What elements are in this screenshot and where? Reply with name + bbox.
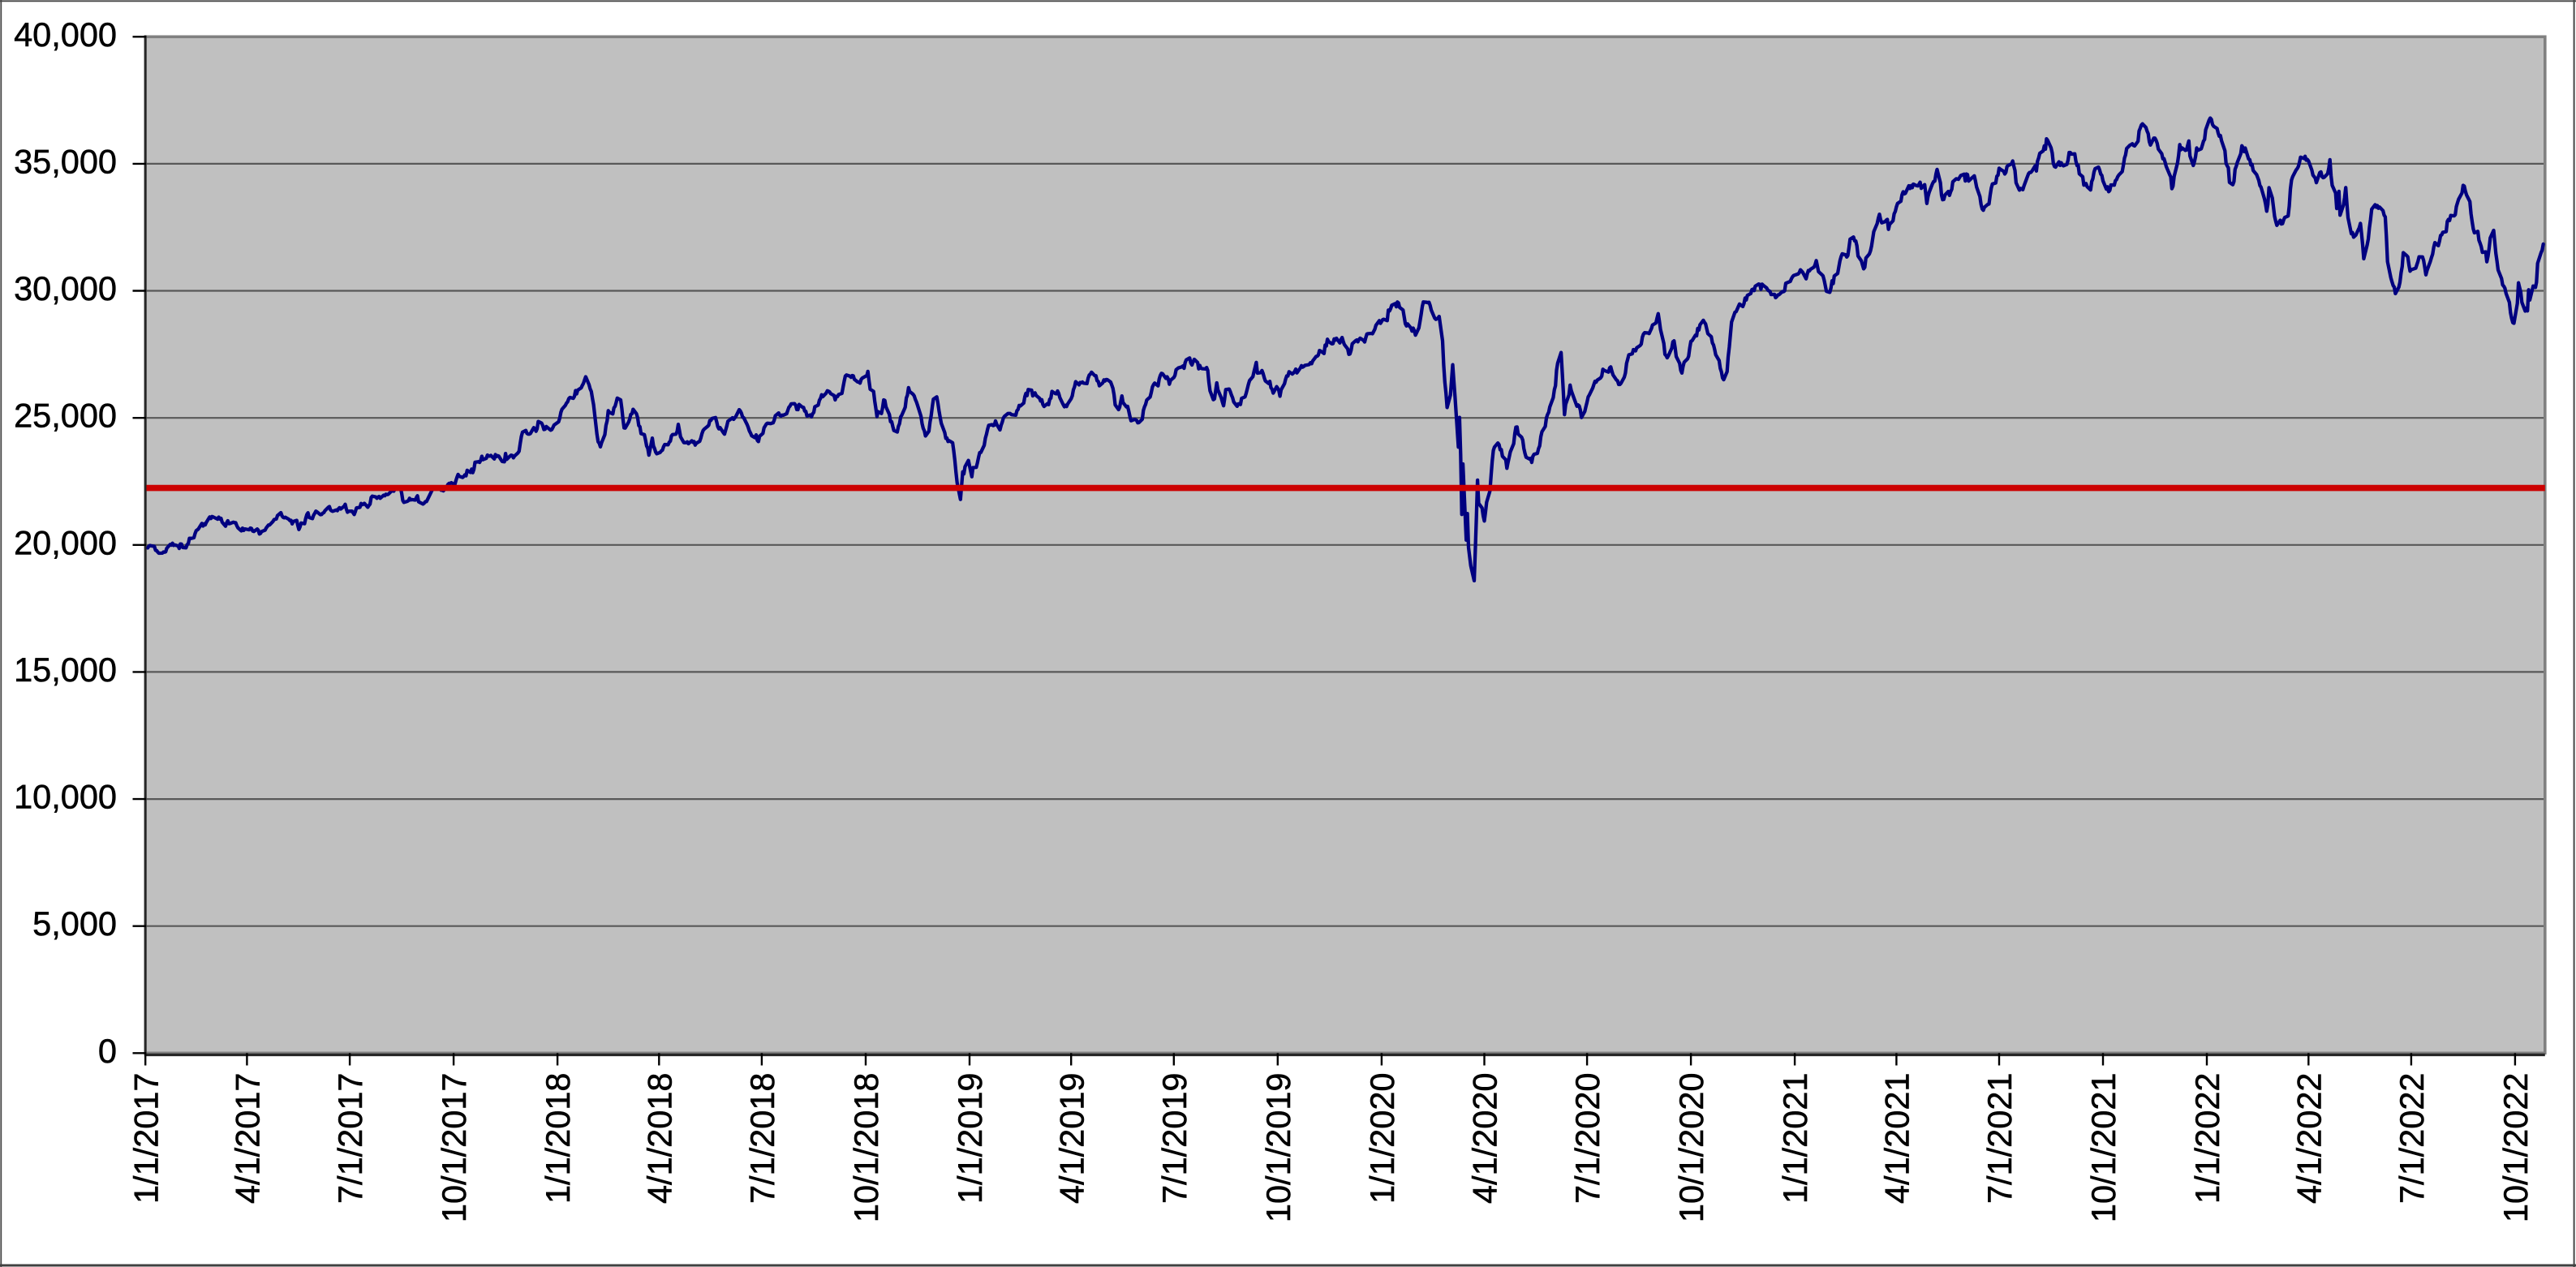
svg-text:10/1/2018: 10/1/2018 xyxy=(847,1073,885,1223)
svg-text:20,000: 20,000 xyxy=(14,523,117,561)
svg-text:4/1/2020: 4/1/2020 xyxy=(1466,1073,1504,1205)
svg-text:40,000: 40,000 xyxy=(14,15,117,54)
svg-text:10/1/2020: 10/1/2020 xyxy=(1672,1073,1710,1223)
svg-text:4/1/2022: 4/1/2022 xyxy=(2290,1073,2328,1205)
svg-text:5,000: 5,000 xyxy=(32,904,117,943)
svg-text:10/1/2017: 10/1/2017 xyxy=(435,1073,473,1223)
svg-text:1/1/2022: 1/1/2022 xyxy=(2188,1073,2226,1205)
svg-text:7/1/2018: 7/1/2018 xyxy=(743,1073,781,1205)
svg-text:1/1/2020: 1/1/2020 xyxy=(1363,1073,1401,1205)
svg-text:10,000: 10,000 xyxy=(14,778,117,816)
svg-text:7/1/2019: 7/1/2019 xyxy=(1155,1073,1193,1205)
svg-text:1/1/2017: 1/1/2017 xyxy=(127,1073,165,1205)
svg-text:7/1/2022: 7/1/2022 xyxy=(2393,1073,2431,1205)
svg-text:7/1/2020: 7/1/2020 xyxy=(1568,1073,1606,1205)
svg-text:1/1/2019: 1/1/2019 xyxy=(951,1073,989,1205)
svg-text:35,000: 35,000 xyxy=(14,142,117,180)
svg-text:1/1/2018: 1/1/2018 xyxy=(539,1073,577,1205)
svg-text:7/1/2017: 7/1/2017 xyxy=(331,1073,369,1205)
svg-text:10/1/2019: 10/1/2019 xyxy=(1259,1073,1297,1223)
svg-text:10/1/2021: 10/1/2021 xyxy=(2084,1073,2122,1223)
svg-text:0: 0 xyxy=(98,1032,117,1070)
svg-text:25,000: 25,000 xyxy=(14,397,117,435)
svg-text:10/1/2022: 10/1/2022 xyxy=(2496,1073,2535,1223)
svg-text:15,000: 15,000 xyxy=(14,651,117,689)
svg-text:4/1/2017: 4/1/2017 xyxy=(229,1073,267,1205)
svg-text:7/1/2021: 7/1/2021 xyxy=(1980,1073,2019,1205)
svg-text:1/1/2021: 1/1/2021 xyxy=(1776,1073,1814,1205)
svg-text:30,000: 30,000 xyxy=(14,269,117,307)
svg-text:4/1/2019: 4/1/2019 xyxy=(1052,1073,1090,1205)
svg-text:4/1/2021: 4/1/2021 xyxy=(1878,1073,1916,1205)
svg-text:4/1/2018: 4/1/2018 xyxy=(640,1073,678,1205)
